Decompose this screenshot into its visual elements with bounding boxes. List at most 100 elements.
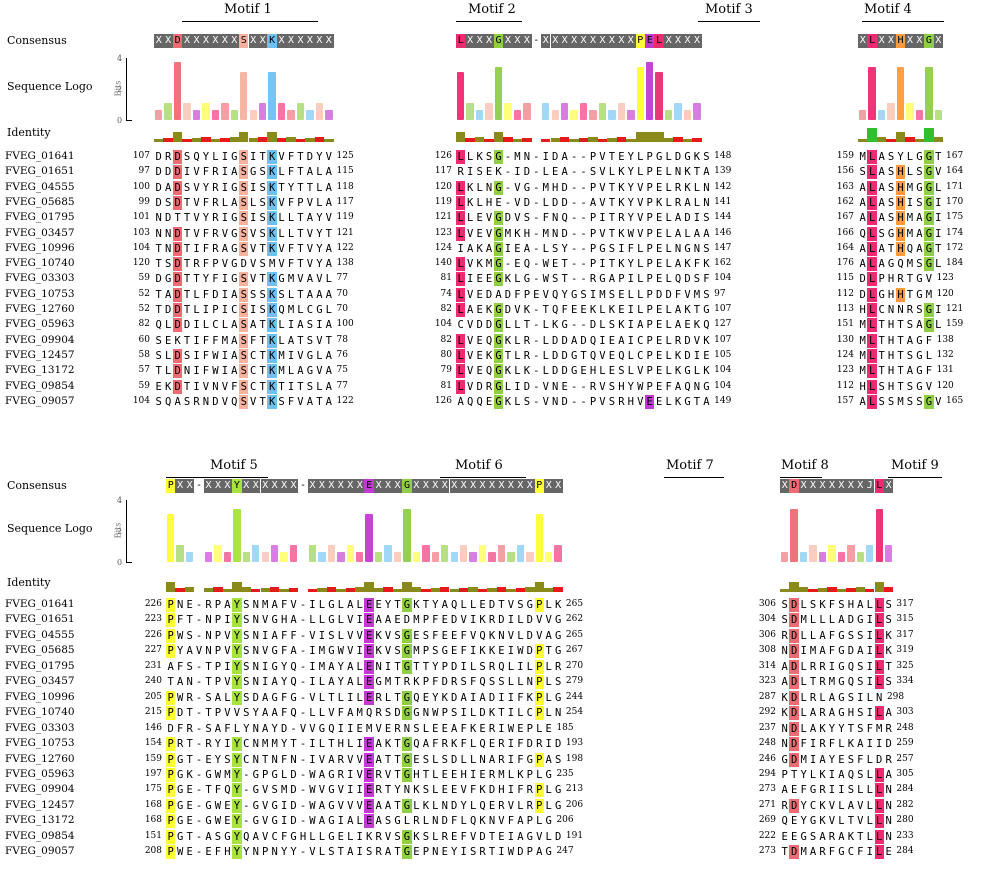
residue: C xyxy=(637,349,644,362)
residue: G xyxy=(684,365,691,378)
residue: L xyxy=(867,180,877,195)
residue: A xyxy=(674,380,682,393)
residue: T xyxy=(155,365,162,378)
residue: S xyxy=(278,288,285,301)
identity-bar xyxy=(874,582,884,592)
residue: S xyxy=(183,181,191,194)
residue: P xyxy=(589,151,597,163)
residue: R xyxy=(212,196,219,209)
sequence-name: FVEG_04555 xyxy=(5,180,75,193)
residue: K xyxy=(365,830,373,843)
residue: S xyxy=(243,629,250,642)
residue: G xyxy=(328,799,335,812)
residue: Y xyxy=(280,846,288,859)
residue: G xyxy=(402,628,412,643)
residue: L xyxy=(202,319,210,332)
motif-line xyxy=(698,21,760,22)
residue: A xyxy=(231,166,238,179)
residue: E xyxy=(476,288,483,301)
residue: D xyxy=(164,304,172,316)
motif-line xyxy=(888,477,942,478)
residue: L xyxy=(221,196,229,209)
residue: A xyxy=(224,599,231,611)
residue: H xyxy=(887,288,895,301)
residue: G xyxy=(493,226,504,241)
residue: V xyxy=(536,614,543,627)
residue: F xyxy=(469,676,477,689)
residue: T xyxy=(259,319,266,332)
logo-stack xyxy=(636,67,644,120)
residue: N xyxy=(554,707,562,720)
residue: L xyxy=(347,738,354,751)
residue: V xyxy=(466,258,474,271)
logo-stack xyxy=(478,545,487,562)
residue: - xyxy=(299,676,307,689)
residue: F xyxy=(460,722,467,735)
residue: L xyxy=(627,349,634,362)
residue: S xyxy=(278,395,285,408)
start-number: 100 xyxy=(132,181,150,192)
residue: F xyxy=(517,784,524,797)
residue: N xyxy=(552,395,559,408)
residue: V xyxy=(221,380,229,393)
logo-stack xyxy=(859,110,867,120)
residue: D xyxy=(488,691,496,704)
residue: A xyxy=(451,722,458,735)
residue: E xyxy=(580,304,587,316)
residue: - xyxy=(299,815,307,828)
residue: C xyxy=(243,753,250,766)
residue: I xyxy=(504,242,512,255)
residue: Q xyxy=(328,722,335,735)
residue: E xyxy=(364,659,374,674)
residue: F xyxy=(280,599,288,611)
residue: G xyxy=(328,830,335,843)
end-number: 235 xyxy=(556,768,574,779)
start-number: 79 xyxy=(440,365,452,376)
residue: - xyxy=(533,212,540,225)
residue: - xyxy=(299,768,307,781)
residue: Y xyxy=(627,166,634,179)
residue: A xyxy=(819,645,826,658)
residue: - xyxy=(299,599,307,611)
start-number: 151 xyxy=(836,319,854,330)
identity-bar xyxy=(411,587,422,592)
residue: S xyxy=(857,660,864,673)
identity-bar xyxy=(553,587,563,592)
residue: L xyxy=(874,706,884,721)
residue: K xyxy=(413,599,420,611)
residue: C xyxy=(212,319,219,332)
consensus-residue: X xyxy=(626,34,636,48)
end-number: 107 xyxy=(714,304,732,314)
residue: S xyxy=(259,227,266,240)
residue: L xyxy=(866,784,873,797)
logo-stack xyxy=(608,110,616,120)
residue: D xyxy=(554,738,562,751)
residue: A xyxy=(878,151,885,163)
residue: Q xyxy=(290,676,297,689)
residue: F xyxy=(828,738,836,751)
residue: K xyxy=(267,241,277,256)
residue: G xyxy=(271,660,278,673)
residue: E xyxy=(495,196,502,209)
residue: T xyxy=(183,304,191,316)
residue: P xyxy=(441,660,448,673)
residue: T xyxy=(297,242,304,255)
logo-stack xyxy=(459,545,468,562)
residue: A xyxy=(460,691,467,704)
residue: P xyxy=(646,273,653,286)
residue: T xyxy=(878,365,885,378)
residue: H xyxy=(485,196,493,209)
identity-bar xyxy=(626,139,636,142)
identity-bar xyxy=(534,582,544,592)
residue: Y xyxy=(432,599,439,611)
residue: N xyxy=(252,846,259,859)
residue: Q xyxy=(278,304,285,316)
residue: L xyxy=(224,691,231,704)
residue: L xyxy=(935,258,942,271)
residue: S xyxy=(608,288,616,301)
residue: L xyxy=(526,660,533,673)
residue: A xyxy=(271,599,278,611)
logo-stack xyxy=(598,103,607,120)
residue: N xyxy=(375,660,382,673)
residue: L xyxy=(874,814,884,829)
